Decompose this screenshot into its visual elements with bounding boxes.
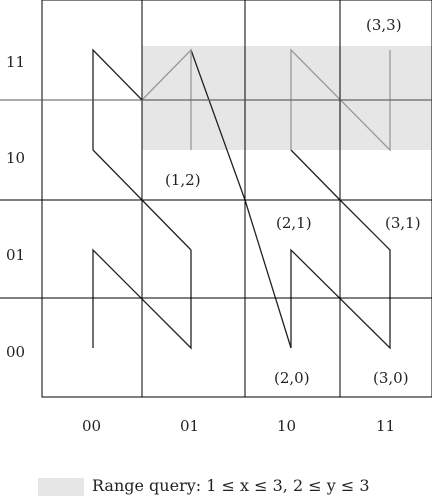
cell-labels: (3,3) (1,2) (2,1) (3,1) (2,0) (3,0) [165,16,421,387]
x-label-11: 11 [376,417,395,435]
query-region [142,46,432,150]
y-label-11: 11 [6,53,25,71]
legend-text: Range query: 1 ≤ x ≤ 3, 2 ≤ y ≤ 3 [92,476,370,495]
y-label-00: 00 [6,343,25,361]
x-label-01: 01 [180,417,199,435]
cell-label-3-1: (3,1) [385,214,421,232]
y-label-01: 01 [6,246,25,264]
cell-label-2-0: (2,0) [274,369,310,387]
x-label-10: 10 [277,417,296,435]
curve-seg-4 [290,149,341,201]
cell-label-2-1: (2,1) [276,214,312,232]
y-axis-labels: 11 10 01 00 [6,53,25,361]
legend-swatch [38,478,84,496]
x-label-00: 00 [82,417,101,435]
grid [0,0,432,398]
cell-label-3-3: (3,3) [366,16,402,34]
cell-label-1-2: (1,2) [165,171,201,189]
curve-q-1 [141,48,192,150]
cell-label-3-0: (3,0) [373,369,409,387]
curve-seg-0 [92,48,143,150]
x-axis-labels: 00 01 10 11 [82,417,395,435]
grid-border [41,0,432,398]
y-label-10: 10 [6,149,25,167]
